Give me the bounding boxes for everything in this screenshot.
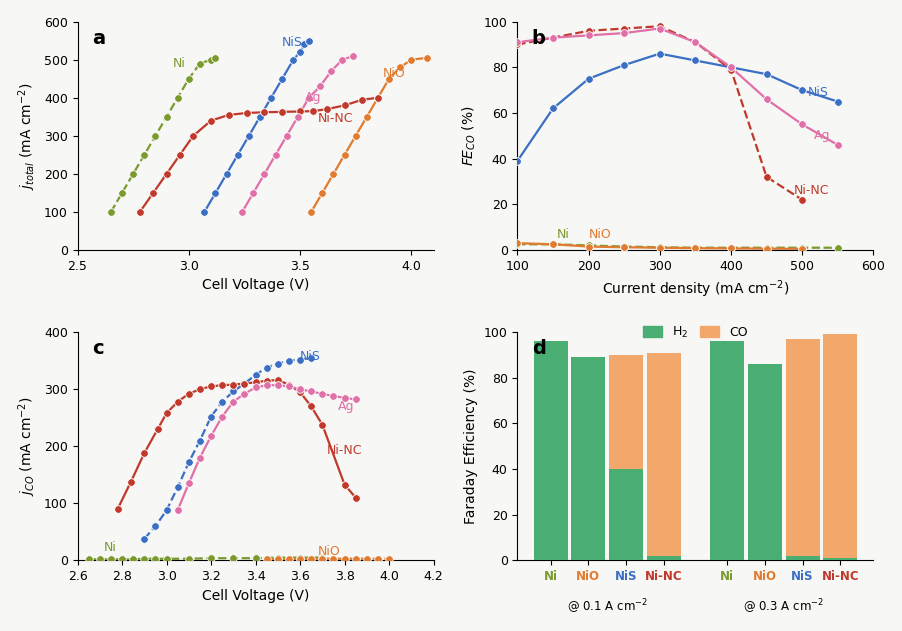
Bar <box>647 353 681 560</box>
Text: a: a <box>92 28 105 47</box>
Text: NiS: NiS <box>282 36 303 49</box>
Text: Ni: Ni <box>105 541 117 554</box>
Bar <box>609 469 643 560</box>
Text: Ni: Ni <box>557 228 569 240</box>
Text: Ni: Ni <box>173 57 186 70</box>
Text: Ni-NC: Ni-NC <box>794 184 829 197</box>
Text: NiO: NiO <box>318 545 341 558</box>
Bar <box>786 339 820 560</box>
Bar <box>824 558 857 560</box>
Bar <box>571 357 605 560</box>
Text: NiO: NiO <box>589 228 612 240</box>
Bar <box>647 556 681 560</box>
Y-axis label: $FE_{CO}$ (%): $FE_{CO}$ (%) <box>461 105 478 166</box>
X-axis label: Cell Voltage (V): Cell Voltage (V) <box>202 278 309 292</box>
Text: Ag: Ag <box>338 400 354 413</box>
Bar <box>710 341 744 560</box>
Text: Ni-NC: Ni-NC <box>318 112 354 125</box>
X-axis label: Current density (mA cm$^{-2}$): Current density (mA cm$^{-2}$) <box>602 278 789 300</box>
Y-axis label: $j_{CO}$ (mA cm$^{-2}$): $j_{CO}$ (mA cm$^{-2}$) <box>17 396 39 496</box>
Y-axis label: $j_{total}$ (mA cm$^{-2}$): $j_{total}$ (mA cm$^{-2}$) <box>16 82 38 189</box>
Text: d: d <box>531 339 546 358</box>
Bar <box>748 364 782 560</box>
Bar <box>786 556 820 560</box>
Text: @ 0.3 A cm$^{-2}$: @ 0.3 A cm$^{-2}$ <box>743 597 824 615</box>
Text: NiS: NiS <box>808 86 829 99</box>
Text: b: b <box>531 28 546 47</box>
Text: @ 0.1 A cm$^{-2}$: @ 0.1 A cm$^{-2}$ <box>566 597 648 615</box>
Text: Ni-NC: Ni-NC <box>327 444 363 457</box>
Y-axis label: Faraday Efficiency (%): Faraday Efficiency (%) <box>465 369 478 524</box>
Bar <box>824 334 857 560</box>
Legend: H$_2$, CO: H$_2$, CO <box>638 320 753 345</box>
Text: NiO: NiO <box>382 66 405 80</box>
X-axis label: Cell Voltage (V): Cell Voltage (V) <box>202 589 309 603</box>
Bar <box>748 364 782 560</box>
Bar <box>710 341 744 560</box>
Text: Ag: Ag <box>814 129 830 143</box>
Bar <box>609 355 643 560</box>
Bar <box>534 341 567 560</box>
Text: NiS: NiS <box>300 350 321 363</box>
Text: Ag: Ag <box>305 91 321 104</box>
Text: c: c <box>92 339 104 358</box>
Bar <box>534 341 567 560</box>
Bar <box>571 357 605 560</box>
